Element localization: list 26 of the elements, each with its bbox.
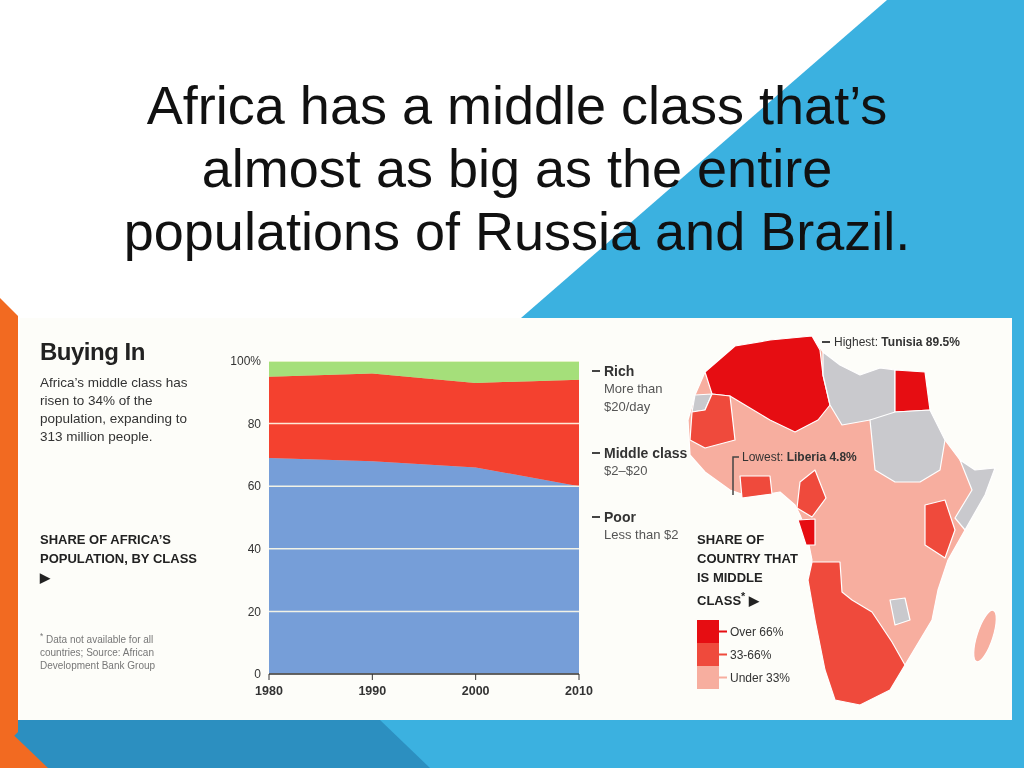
text: Less than $2 [604, 526, 680, 544]
text: Highest: Tunisia 89.5% [834, 335, 960, 349]
x-tick-label: 2010 [565, 683, 593, 698]
legend-label: Over 66% [730, 625, 784, 639]
y-tick-label: 100% [230, 354, 262, 369]
y-tick-label: 0 [254, 667, 262, 682]
series-label: Rich [604, 362, 636, 380]
text: $^{*}$ Data not available for all countries; Source: African Development Bank Group [40, 630, 157, 673]
text: Lowest: Liberia 4.8% [742, 450, 857, 464]
series-label: Poor [604, 508, 637, 526]
y-tick-label: 60 [247, 479, 262, 494]
y-tick-label: 20 [247, 604, 262, 619]
chart-title: Buying In [40, 338, 145, 366]
y-axis-title: SHARE OF AFRICA’S POPULATION, BY CLASS ▶ [40, 531, 198, 587]
x-tick-label: 1980 [255, 683, 283, 698]
legend-label: 33-66% [730, 648, 772, 662]
text: SHARE OF COUNTRY THAT IS MIDDLE CLASS$^{*}$ ▶ [697, 531, 799, 611]
series-label: Middle class [604, 444, 689, 462]
y-tick-label: 80 [247, 416, 262, 431]
text: Africa’s middle class has risen to 34% of the population, expanding to 313 million people. [40, 374, 189, 446]
x-tick-label: 1990 [358, 683, 387, 698]
legend-label: Under 33% [730, 671, 791, 685]
text: $2–$20 [604, 462, 649, 480]
y-tick-label: 40 [247, 542, 262, 557]
x-tick-label: 2000 [461, 683, 490, 698]
text: More than $20/day [604, 380, 664, 416]
